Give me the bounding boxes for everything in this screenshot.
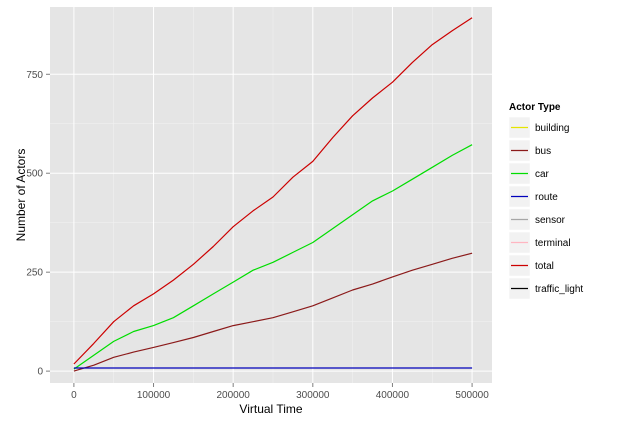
x-tick-label: 100000 [137, 390, 171, 401]
x-axis-title: Virtual Time [239, 402, 302, 416]
legend-label-bus: bus [535, 146, 551, 157]
y-tick-label: 0 [37, 367, 43, 378]
legend-label-traffic-light: traffic_light [535, 284, 583, 295]
legend-label-terminal: terminal [535, 238, 571, 249]
legend-label-building: building [535, 123, 569, 134]
y-axis-title: Number of Actors [14, 149, 28, 242]
series-line-car [73, 144, 473, 370]
y-tick-label: 500 [26, 169, 43, 180]
y-tick-label: 250 [26, 268, 43, 279]
legend-title: Actor Type [509, 102, 561, 113]
legend-label-total: total [535, 261, 554, 272]
x-tick-label: 500000 [455, 390, 489, 401]
grid-minor [50, 7, 492, 383]
plot-panel [50, 7, 492, 383]
series-line-bus [73, 252, 473, 372]
x-axis: 0 100000 200000 300000 400000 500000 [71, 383, 489, 401]
series-lines [73, 17, 473, 372]
legend-label-sensor: sensor [535, 215, 566, 226]
x-tick-label: 400000 [376, 390, 410, 401]
y-tick-label: 750 [26, 70, 43, 81]
x-tick-label: 200000 [216, 390, 250, 401]
y-axis: 0 250 500 750 [26, 70, 50, 378]
legend: Actor Type building bus car route sensor term… [508, 102, 583, 300]
grid-major [50, 7, 492, 383]
legend-label-route: route [535, 192, 558, 203]
series-line-total [73, 17, 473, 365]
legend-label-car: car [535, 169, 550, 180]
x-tick-label: 0 [71, 390, 77, 401]
x-tick-label: 300000 [296, 390, 330, 401]
legend-items: building bus car route sensor terminal total tr… [508, 116, 583, 300]
